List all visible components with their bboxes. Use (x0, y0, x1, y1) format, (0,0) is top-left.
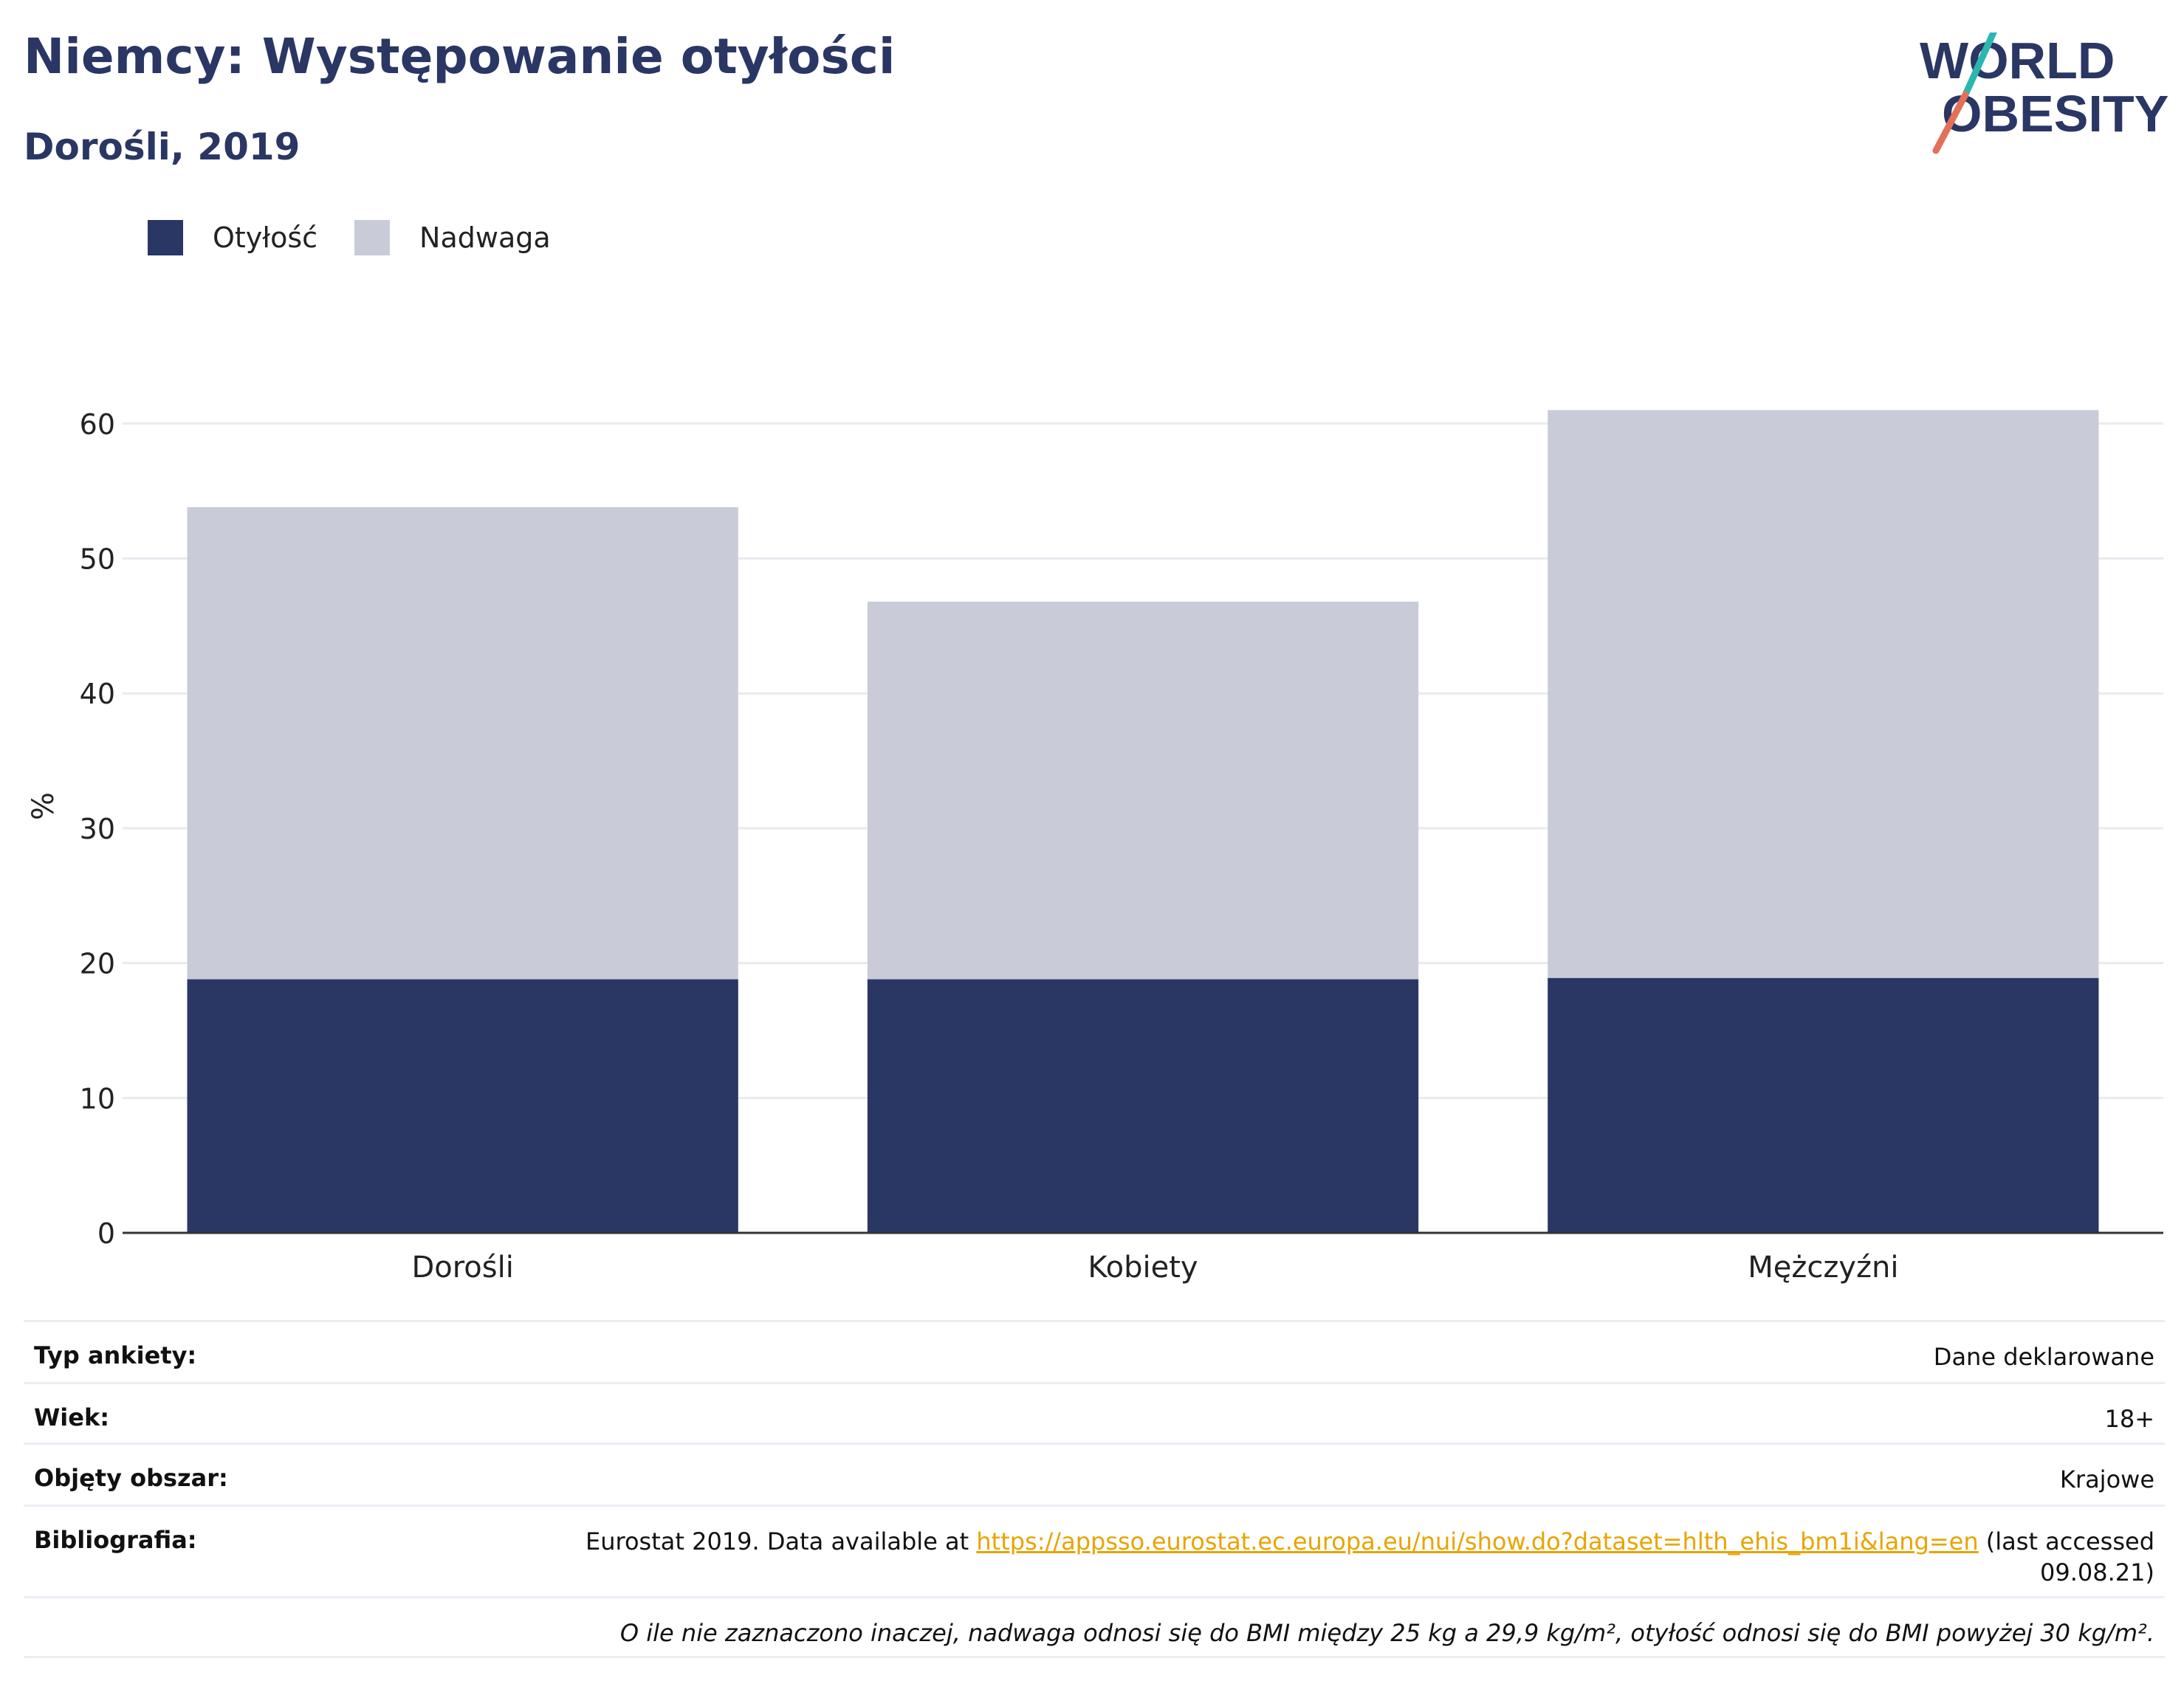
legend-item-overweight[interactable]: Nadwaga (354, 220, 551, 255)
info-table: Typ ankiety: Dane deklarowane Wiek: 18+ … (24, 1320, 2165, 1658)
bibliography-prefix: Eurostat 2019. Data available at (586, 1527, 977, 1555)
coverage-value: Krajowe (2059, 1465, 2154, 1493)
bar-obesity (187, 979, 738, 1233)
y-tick-label: 50 (80, 543, 115, 576)
y-axis-label: % (27, 792, 61, 820)
age-label: Wiek: (34, 1403, 110, 1431)
y-tick-label: 40 (80, 678, 115, 710)
coverage-label: Objęty obszar: (34, 1464, 228, 1492)
definition-note: O ile nie zaznaczono inaczej, nadwaga od… (619, 1619, 2154, 1647)
bibliography-suffix: (last accessed (1978, 1527, 2154, 1555)
bibliography-link[interactable]: https://appsso.eurostat.ec.europa.eu/nui… (976, 1527, 1979, 1555)
bibliography-date: 09.08.21) (2040, 1558, 2154, 1586)
legend-swatch-overweight (354, 220, 391, 255)
world-obesity-logo: WORLD OBESITY (1920, 32, 2168, 154)
y-tick-label: 30 (80, 813, 115, 845)
page-title: Niemcy: Występowanie otyłości (24, 28, 896, 85)
y-tick-label: 20 (80, 948, 115, 980)
legend-label-overweight: Nadwaga (419, 221, 551, 254)
page-subtitle: Dorośli, 2019 (24, 126, 301, 168)
info-row-survey-type: Typ ankiety: Dane deklarowane (24, 1320, 2165, 1382)
bar-overweight (187, 507, 738, 980)
logo-line1: WORLD (1920, 32, 2115, 89)
chart-legend: Otyłość Nadwaga (148, 220, 588, 255)
y-tick-label: 60 (80, 408, 115, 441)
bar-obesity (867, 979, 1419, 1233)
legend-label-obesity: Otyłość (213, 221, 318, 254)
x-tick-label: Mężczyźni (1748, 1251, 1898, 1285)
bibliography-label: Bibliografia: (34, 1526, 197, 1554)
survey-type-label: Typ ankiety: (34, 1341, 197, 1369)
x-tick-label: Dorośli (411, 1251, 513, 1285)
bibliography-value: Eurostat 2019. Data available at https:/… (586, 1526, 2154, 1588)
bar-obesity (1548, 977, 2099, 1233)
legend-item-obesity[interactable]: Otyłość (148, 220, 317, 255)
info-row-bibliography: Bibliografia: Eurostat 2019. Data availa… (24, 1505, 2165, 1596)
bar-chart: 0 10 20 30 40 50 60% Dorośli Kobiety Mężczyźni (27, 408, 2163, 1285)
logo-line2: OBESITY (1942, 85, 2168, 142)
y-tick-label: 10 (80, 1082, 115, 1115)
bar-overweight (867, 601, 1419, 980)
info-row-age: Wiek: 18+ (24, 1382, 2165, 1443)
info-row-coverage: Objęty obszar: Krajowe (24, 1443, 2165, 1505)
y-tick-label: 0 (97, 1217, 115, 1250)
age-value: 18+ (2104, 1405, 2154, 1433)
x-tick-label: Kobiety (1088, 1251, 1198, 1285)
legend-swatch-obesity (148, 220, 183, 255)
bar-overweight (1548, 410, 2099, 978)
info-row-note: O ile nie zaznaczono inaczej, nadwaga od… (24, 1596, 2165, 1658)
survey-type-value: Dane deklarowane (1933, 1343, 2154, 1371)
